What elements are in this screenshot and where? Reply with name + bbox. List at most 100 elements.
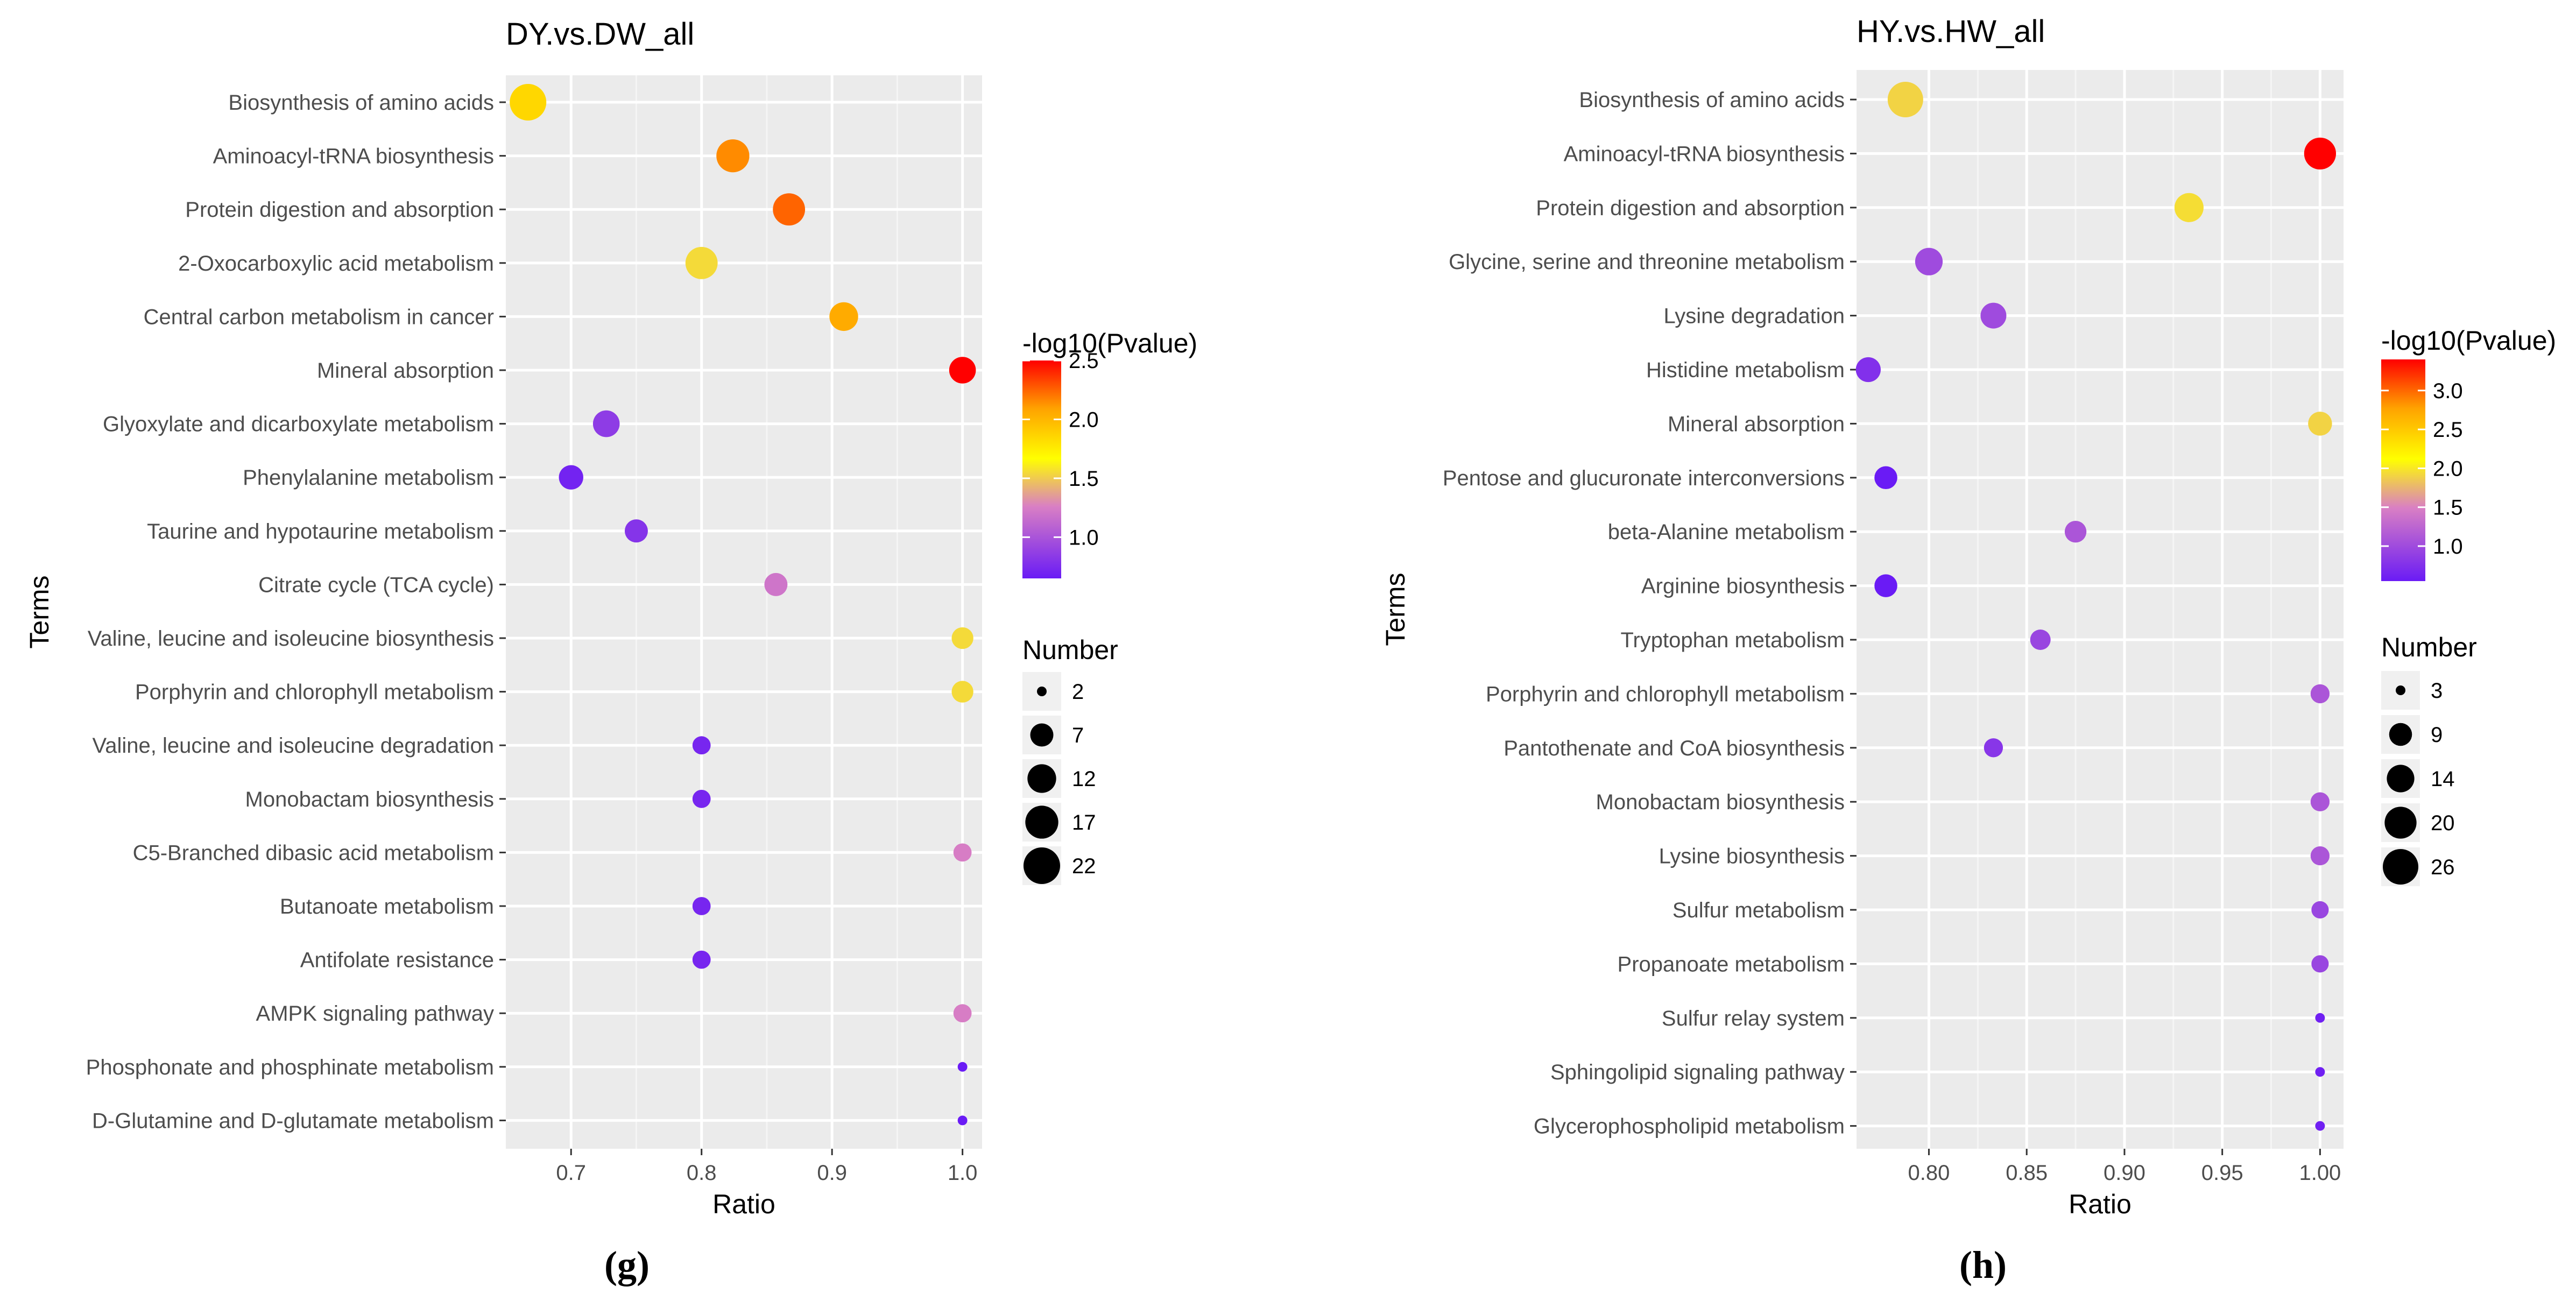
term-label: C5-Branched dibasic acid metabolism: [133, 841, 494, 865]
size-key-label: 26: [2431, 855, 2455, 879]
size-key-dot: [2396, 685, 2405, 695]
term-label: Butanoate metabolism: [280, 895, 494, 918]
term-label: Glycine, serine and threonine metabolism: [1449, 250, 1845, 274]
data-point: [2310, 846, 2330, 866]
x-tick-label: 0.90: [2104, 1161, 2146, 1185]
size-key-label: 14: [2431, 767, 2455, 791]
size-key-label: 22: [1072, 854, 1096, 878]
data-point: [1915, 248, 1943, 275]
data-point: [2030, 629, 2051, 651]
term-label: Sulfur metabolism: [1672, 899, 1845, 922]
data-point: [829, 302, 858, 331]
x-tick-label: 0.7: [556, 1161, 586, 1185]
size-key-dot: [1027, 764, 1056, 793]
data-point: [2310, 792, 2330, 811]
size-key-label: 3: [2431, 679, 2443, 703]
panel-label: (h): [1959, 1243, 2007, 1286]
term-label: Protein digestion and absorption: [1536, 196, 1845, 220]
size-key-label: 2: [1072, 680, 1084, 704]
data-point: [624, 519, 648, 543]
data-point: [951, 627, 973, 649]
data-point: [2064, 521, 2087, 543]
size-key-dot: [1024, 847, 1060, 884]
size-key-dot: [2383, 849, 2418, 885]
size-key-label: 17: [1072, 811, 1096, 835]
data-point: [953, 1004, 972, 1023]
term-label: Glyoxylate and dicarboxylate metabolism: [103, 413, 494, 436]
data-point: [2315, 1067, 2325, 1077]
data-point: [949, 357, 976, 384]
color-tick-label: 1.5: [2433, 496, 2463, 520]
data-point: [1874, 574, 1897, 597]
color-tick-label: 3.0: [2433, 379, 2463, 403]
term-label: Lysine biosynthesis: [1659, 845, 1845, 868]
data-point: [592, 410, 620, 437]
data-point: [1984, 738, 2003, 758]
term-label: Porphyrin and chlorophyll metabolism: [1486, 682, 1845, 706]
term-label: Valine, leucine and isoleucine degradati…: [93, 734, 494, 758]
term-label: Pentose and glucuronate interconversions: [1443, 466, 1845, 490]
size-key-label: 20: [2431, 811, 2455, 835]
plot-panel: [1857, 70, 2344, 1149]
color-tick-label: 2.5: [2433, 418, 2463, 442]
color-legend-title: -log10(Pvalue): [2381, 326, 2556, 356]
data-point: [510, 84, 547, 121]
data-point: [716, 139, 750, 173]
data-point: [1980, 302, 2007, 329]
term-label: Aminoacyl-tRNA biosynthesis: [1564, 142, 1845, 166]
size-legend-title: Number: [2381, 632, 2477, 662]
size-key-dot: [1025, 805, 1058, 839]
term-label: Monobactam biosynthesis: [245, 788, 494, 811]
color-tick-label: 2.0: [2433, 457, 2463, 480]
term-label: Biosynthesis of amino acids: [228, 91, 494, 115]
term-label: Mineral absorption: [1668, 412, 1845, 436]
data-point: [957, 1062, 968, 1072]
term-label: Glycerophospholipid metabolism: [1534, 1115, 1845, 1139]
size-key-label: 12: [1072, 767, 1096, 791]
term-label: Porphyrin and chlorophyll metabolism: [135, 681, 494, 704]
data-point: [685, 246, 718, 279]
term-label: Propanoate metabolism: [1618, 952, 1845, 976]
term-label: Phosphonate and phosphinate metabolism: [86, 1056, 494, 1079]
data-point: [1874, 466, 1897, 490]
data-point: [692, 789, 711, 808]
x-tick-label: 1.0: [948, 1161, 978, 1185]
term-label: Tryptophan metabolism: [1621, 628, 1845, 652]
x-axis-label: Ratio: [712, 1189, 775, 1219]
term-label: 2-Oxocarboxylic acid metabolism: [178, 252, 494, 275]
term-label: Protein digestion and absorption: [185, 198, 494, 222]
data-point: [692, 950, 711, 969]
term-label: Sulfur relay system: [1662, 1007, 1845, 1030]
data-point: [951, 681, 973, 703]
plot-panel: [506, 75, 982, 1149]
size-key-dot: [2389, 723, 2412, 746]
term-label: Monobactam biosynthesis: [1596, 790, 1845, 814]
size-key-dot: [2384, 807, 2417, 839]
x-tick-label: 0.80: [1908, 1161, 1950, 1185]
data-point: [2304, 137, 2337, 170]
size-legend-title: Number: [1022, 635, 1118, 665]
color-tick-label: 1.5: [1069, 467, 1099, 491]
data-point: [559, 465, 583, 490]
data-point: [773, 193, 806, 226]
term-label: AMPK signaling pathway: [256, 1002, 494, 1026]
size-key-label: 9: [2431, 723, 2443, 747]
data-point: [2315, 1013, 2325, 1023]
x-axis-label: Ratio: [2069, 1189, 2132, 1219]
data-point: [2174, 193, 2204, 222]
x-tick-label: 0.8: [687, 1161, 717, 1185]
x-tick-label: 1.00: [2299, 1161, 2341, 1185]
data-point: [692, 736, 711, 755]
chart-h: HY.vs.HW_all 0.80 0.85 0.90 0.95 1.00 Biosynth…: [1380, 14, 2556, 1286]
data-point: [1855, 357, 1881, 383]
data-point: [957, 1115, 968, 1126]
data-point: [953, 843, 972, 862]
x-tick-label: 0.9: [817, 1161, 847, 1185]
term-label: Histidine metabolism: [1646, 358, 1845, 382]
term-label: Biosynthesis of amino acids: [1579, 88, 1845, 112]
term-label: Taurine and hypotaurine metabolism: [147, 520, 494, 543]
term-label: beta-Alanine metabolism: [1608, 520, 1845, 544]
term-label: Antifolate resistance: [300, 949, 494, 972]
y-axis-label: Terms: [24, 575, 54, 648]
